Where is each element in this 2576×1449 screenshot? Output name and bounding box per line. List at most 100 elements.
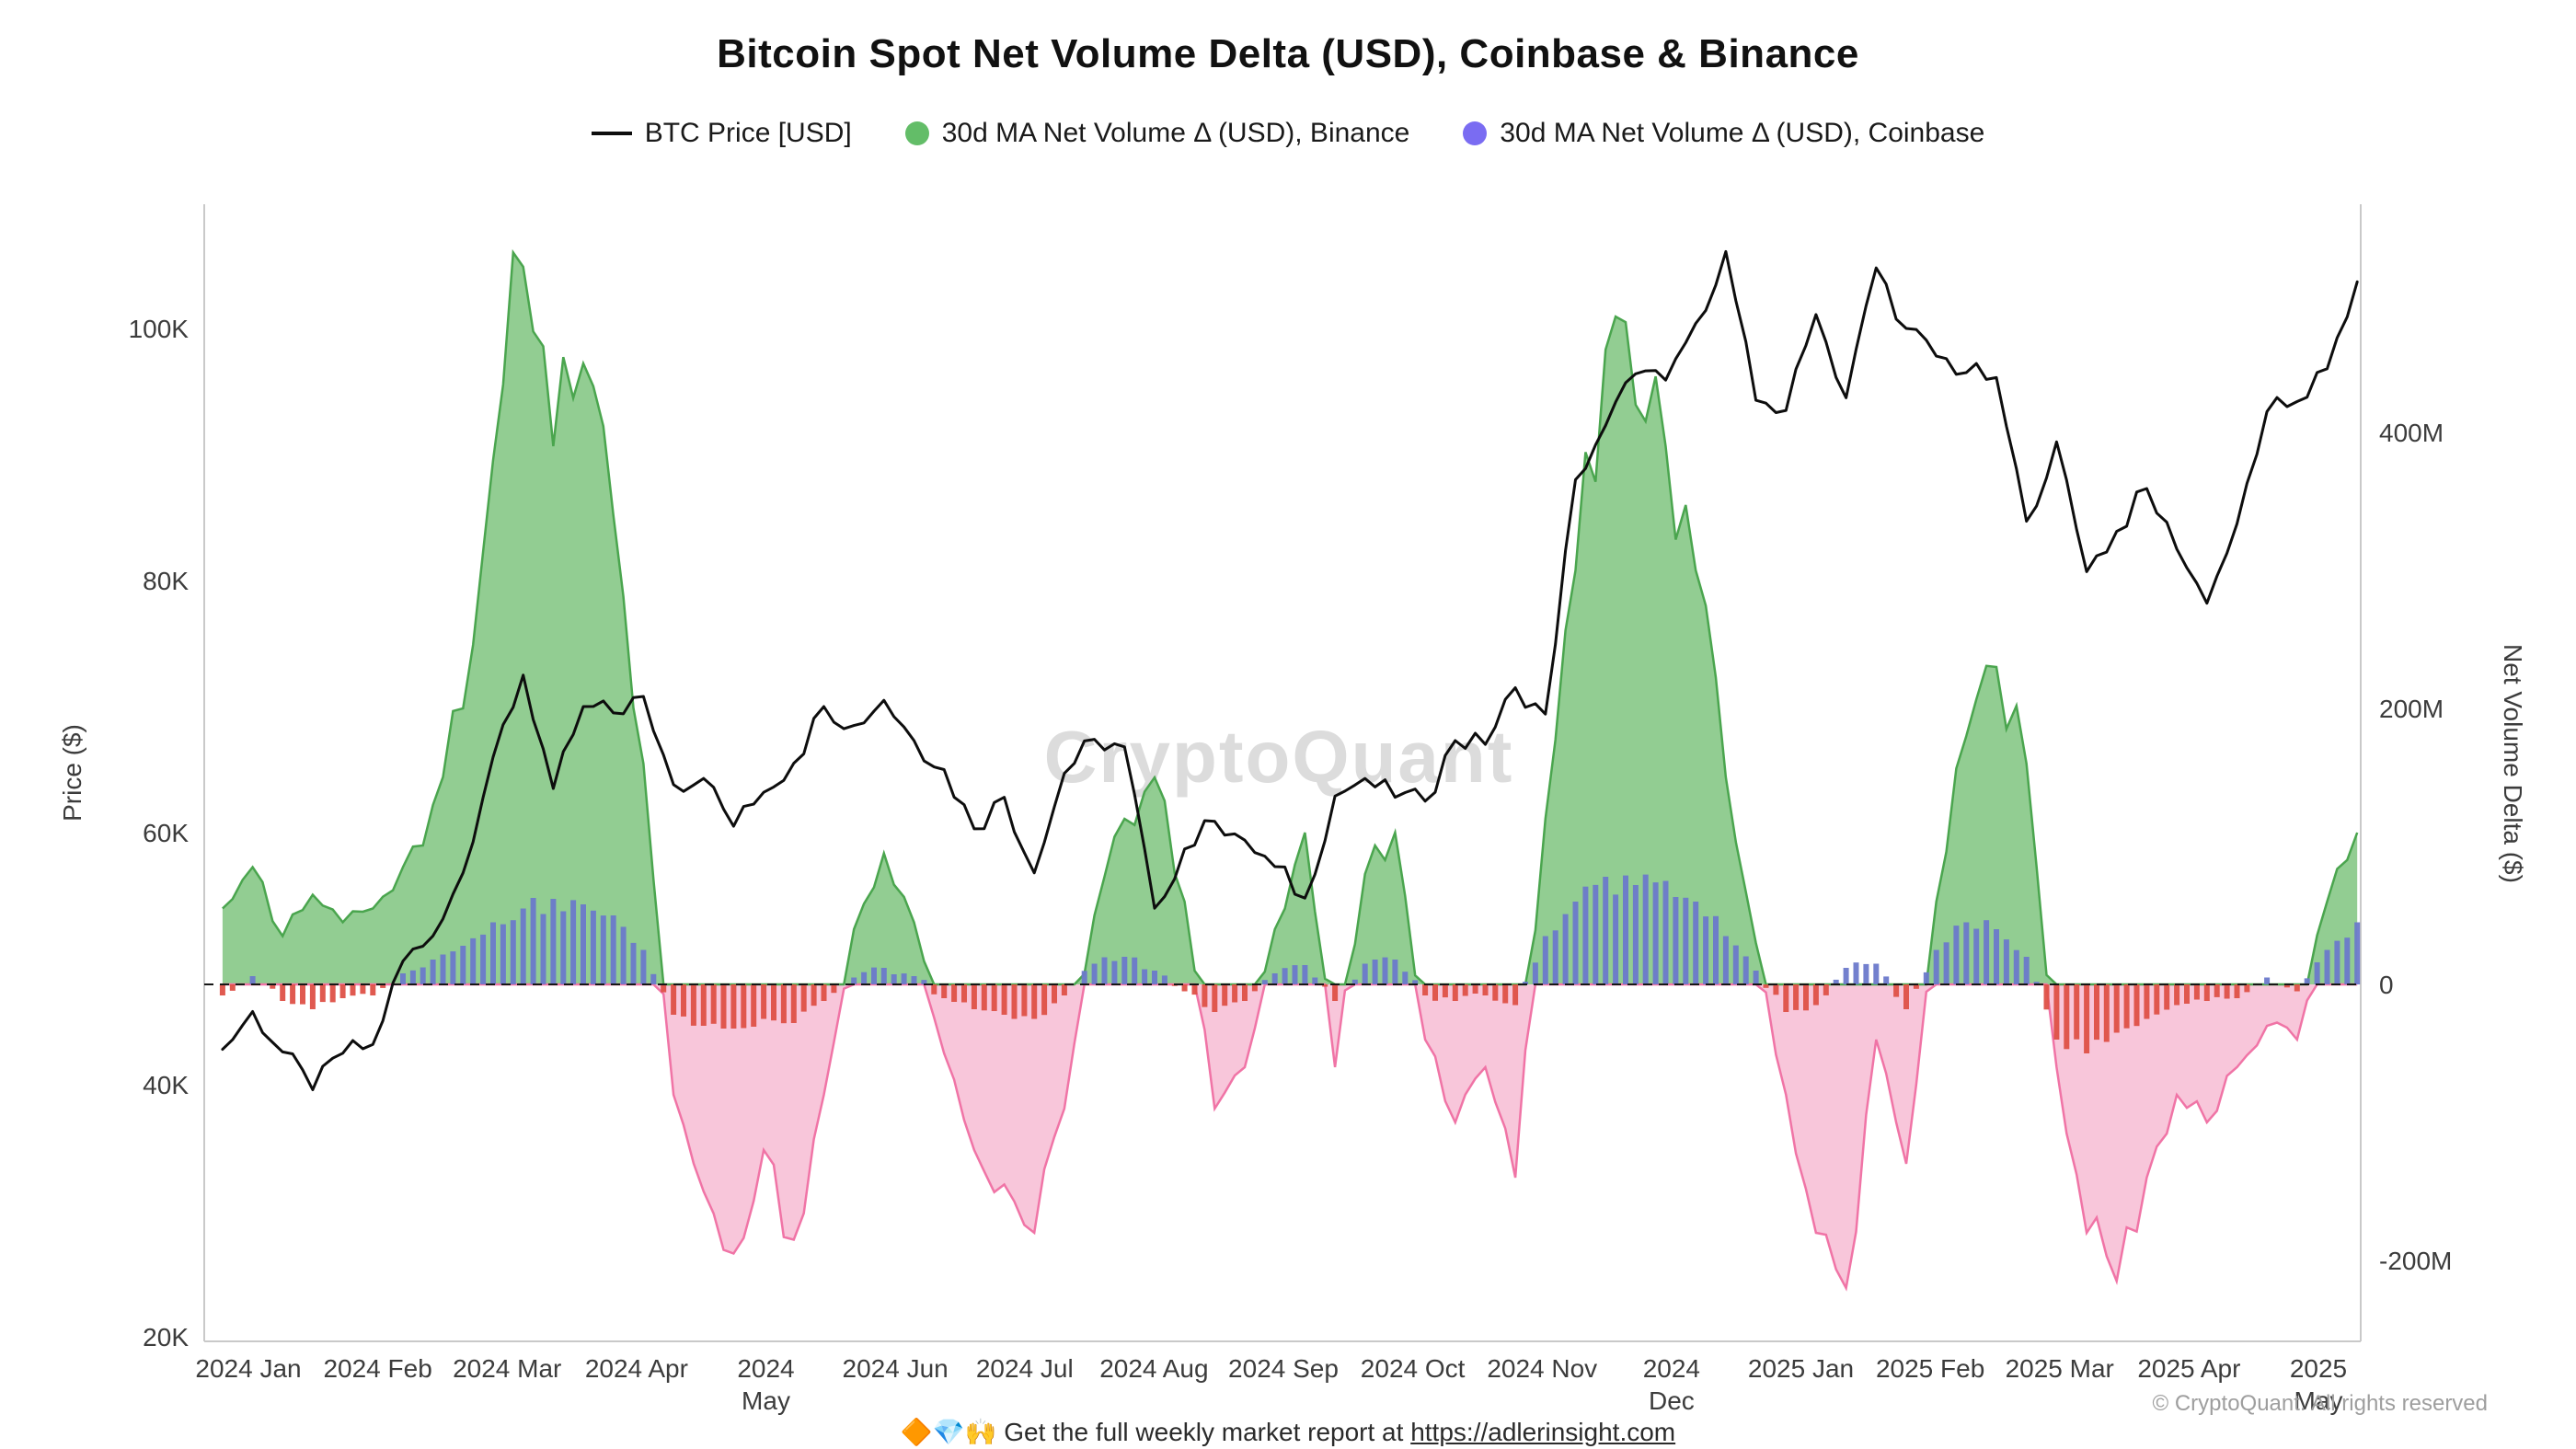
coinbase-bar xyxy=(2123,984,2130,1029)
coinbase-bar xyxy=(971,984,977,1009)
coinbase-bar xyxy=(1292,965,1298,984)
coinbase-bar xyxy=(1001,984,1007,1015)
x-tick-label: 2025 Apr xyxy=(2137,1354,2240,1383)
coinbase-bar xyxy=(2244,984,2250,993)
coinbase-bar xyxy=(1542,936,1548,984)
coinbase-bar xyxy=(720,984,727,1029)
coinbase-bar xyxy=(1552,930,1558,984)
coinbase-bar xyxy=(661,984,667,993)
coinbase-bar xyxy=(880,968,887,984)
legend-item-coinbase[interactable]: 30d MA Net Volume Δ (USD), Coinbase xyxy=(1463,118,1984,149)
x-tick-label: 2024 Apr xyxy=(585,1354,688,1383)
coinbase-bar xyxy=(1462,984,1468,996)
coinbase-bar xyxy=(280,984,286,1001)
coinbase-bar xyxy=(700,984,707,1026)
coinbase-bar xyxy=(1222,984,1228,1006)
footer-text: Get the full weekly market report at xyxy=(1004,1418,1404,1446)
watermark-text: CryptoQuant xyxy=(1044,716,1514,798)
binance-positive-outline xyxy=(222,248,2359,986)
coinbase-bar xyxy=(650,973,657,984)
footer-note: 🔶💎🙌 Get the full weekly market report at… xyxy=(0,1417,2576,1447)
coinbase-bar xyxy=(2023,957,2030,984)
coinbase-bar xyxy=(1142,969,1148,984)
coinbase-bar xyxy=(1632,885,1639,984)
coinbase-bar xyxy=(811,984,817,1006)
coinbase-bar xyxy=(981,984,987,1011)
coinbase-bar xyxy=(219,984,225,995)
coinbase-bar xyxy=(851,977,857,984)
coinbase-bar xyxy=(1202,984,1208,1007)
coinbase-bar xyxy=(1362,963,1368,984)
coinbase-bar xyxy=(1181,984,1188,992)
coinbase-bar xyxy=(350,984,356,996)
coinbase-bar xyxy=(1382,957,1388,984)
coinbase-bar xyxy=(1812,984,1819,1006)
coinbase-bar xyxy=(400,973,406,984)
coinbase-bar xyxy=(1773,984,1779,995)
coinbase-bar xyxy=(1031,984,1038,1019)
coinbase-bar xyxy=(1913,984,1919,989)
coinbase-bar xyxy=(821,984,827,1001)
coinbase-bar xyxy=(1763,984,1769,988)
coinbase-bar xyxy=(2344,937,2351,984)
coinbase-bar xyxy=(2174,984,2180,1006)
legend-item-btc-price[interactable]: BTC Price [USD] xyxy=(591,118,852,149)
coinbase-bar xyxy=(2064,984,2070,1050)
coinbase-bar xyxy=(991,984,997,1011)
coinbase-bar xyxy=(2324,949,2330,984)
watermark: CryptoQuant xyxy=(1044,716,1514,798)
x-tick-label: 2024 Nov xyxy=(1487,1354,1597,1383)
coinbase-bar xyxy=(1652,882,1659,984)
price-tick-label: 20K xyxy=(143,1323,189,1351)
coinbase-bar xyxy=(1081,971,1087,984)
coinbase-bar xyxy=(2164,984,2170,1010)
coinbase-bar xyxy=(570,900,577,984)
coinbase-bar xyxy=(2053,984,2060,1040)
coinbase-bar xyxy=(800,984,807,1012)
coinbase-bar xyxy=(2203,984,2210,1001)
coinbase-bar xyxy=(911,976,917,984)
coinbase-bar xyxy=(450,951,456,984)
coinbase-bar xyxy=(790,984,797,1023)
coinbase-bar xyxy=(1642,874,1649,984)
coinbase-bar xyxy=(951,984,958,1002)
coinbase-bar xyxy=(1132,957,1138,984)
legend-item-binance[interactable]: 30d MA Net Volume Δ (USD), Binance xyxy=(904,118,1409,149)
coinbase-bar xyxy=(1242,984,1248,1001)
coinbase-bar xyxy=(2133,984,2140,1027)
coinbase-bar xyxy=(1623,875,1628,984)
coinbase-bar xyxy=(1271,973,1278,984)
coinbase-bar xyxy=(1091,963,1098,984)
x-tick-label: 2024 Feb xyxy=(323,1354,431,1383)
coinbase-bar xyxy=(1512,984,1519,1006)
x-tick-label: 2025 Feb xyxy=(1876,1354,1984,1383)
coinbase-bar xyxy=(730,984,737,1029)
coinbase-bar xyxy=(339,984,346,998)
coinbase-bar xyxy=(1232,984,1238,1003)
coinbase-bar xyxy=(1853,962,1859,984)
coinbase-bar xyxy=(1111,960,1118,984)
coinbase-bar xyxy=(2084,984,2090,1053)
coinbase-bar xyxy=(1052,984,1057,1004)
coinbase-bar xyxy=(1963,922,1970,984)
x-tick-label: 2024 Mar xyxy=(453,1354,561,1383)
coinbase-bar xyxy=(1422,984,1429,995)
coinbase-bar xyxy=(1593,884,1599,984)
coinbase-bar xyxy=(640,949,647,984)
coinbase-bar xyxy=(480,934,487,984)
coinbase-bar xyxy=(1021,984,1028,1017)
x-tick-label-line2: Dec xyxy=(1649,1386,1695,1415)
coinbase-bar xyxy=(1823,984,1829,995)
coinbase-bar xyxy=(1883,976,1890,984)
coinbase-bar xyxy=(2154,984,2160,1015)
coinbase-bar xyxy=(1442,984,1448,998)
btc-price-line xyxy=(221,249,2359,1091)
coinbase-bar xyxy=(1152,971,1157,984)
footer-link[interactable]: https://adlerinsight.com xyxy=(1410,1418,1676,1446)
coinbase-bar xyxy=(1572,902,1579,984)
coinbase-bar xyxy=(1351,979,1358,984)
coinbase-bar xyxy=(1492,984,1499,1001)
coinbase-bar xyxy=(2294,984,2300,992)
coinbase-bar xyxy=(2214,984,2220,997)
